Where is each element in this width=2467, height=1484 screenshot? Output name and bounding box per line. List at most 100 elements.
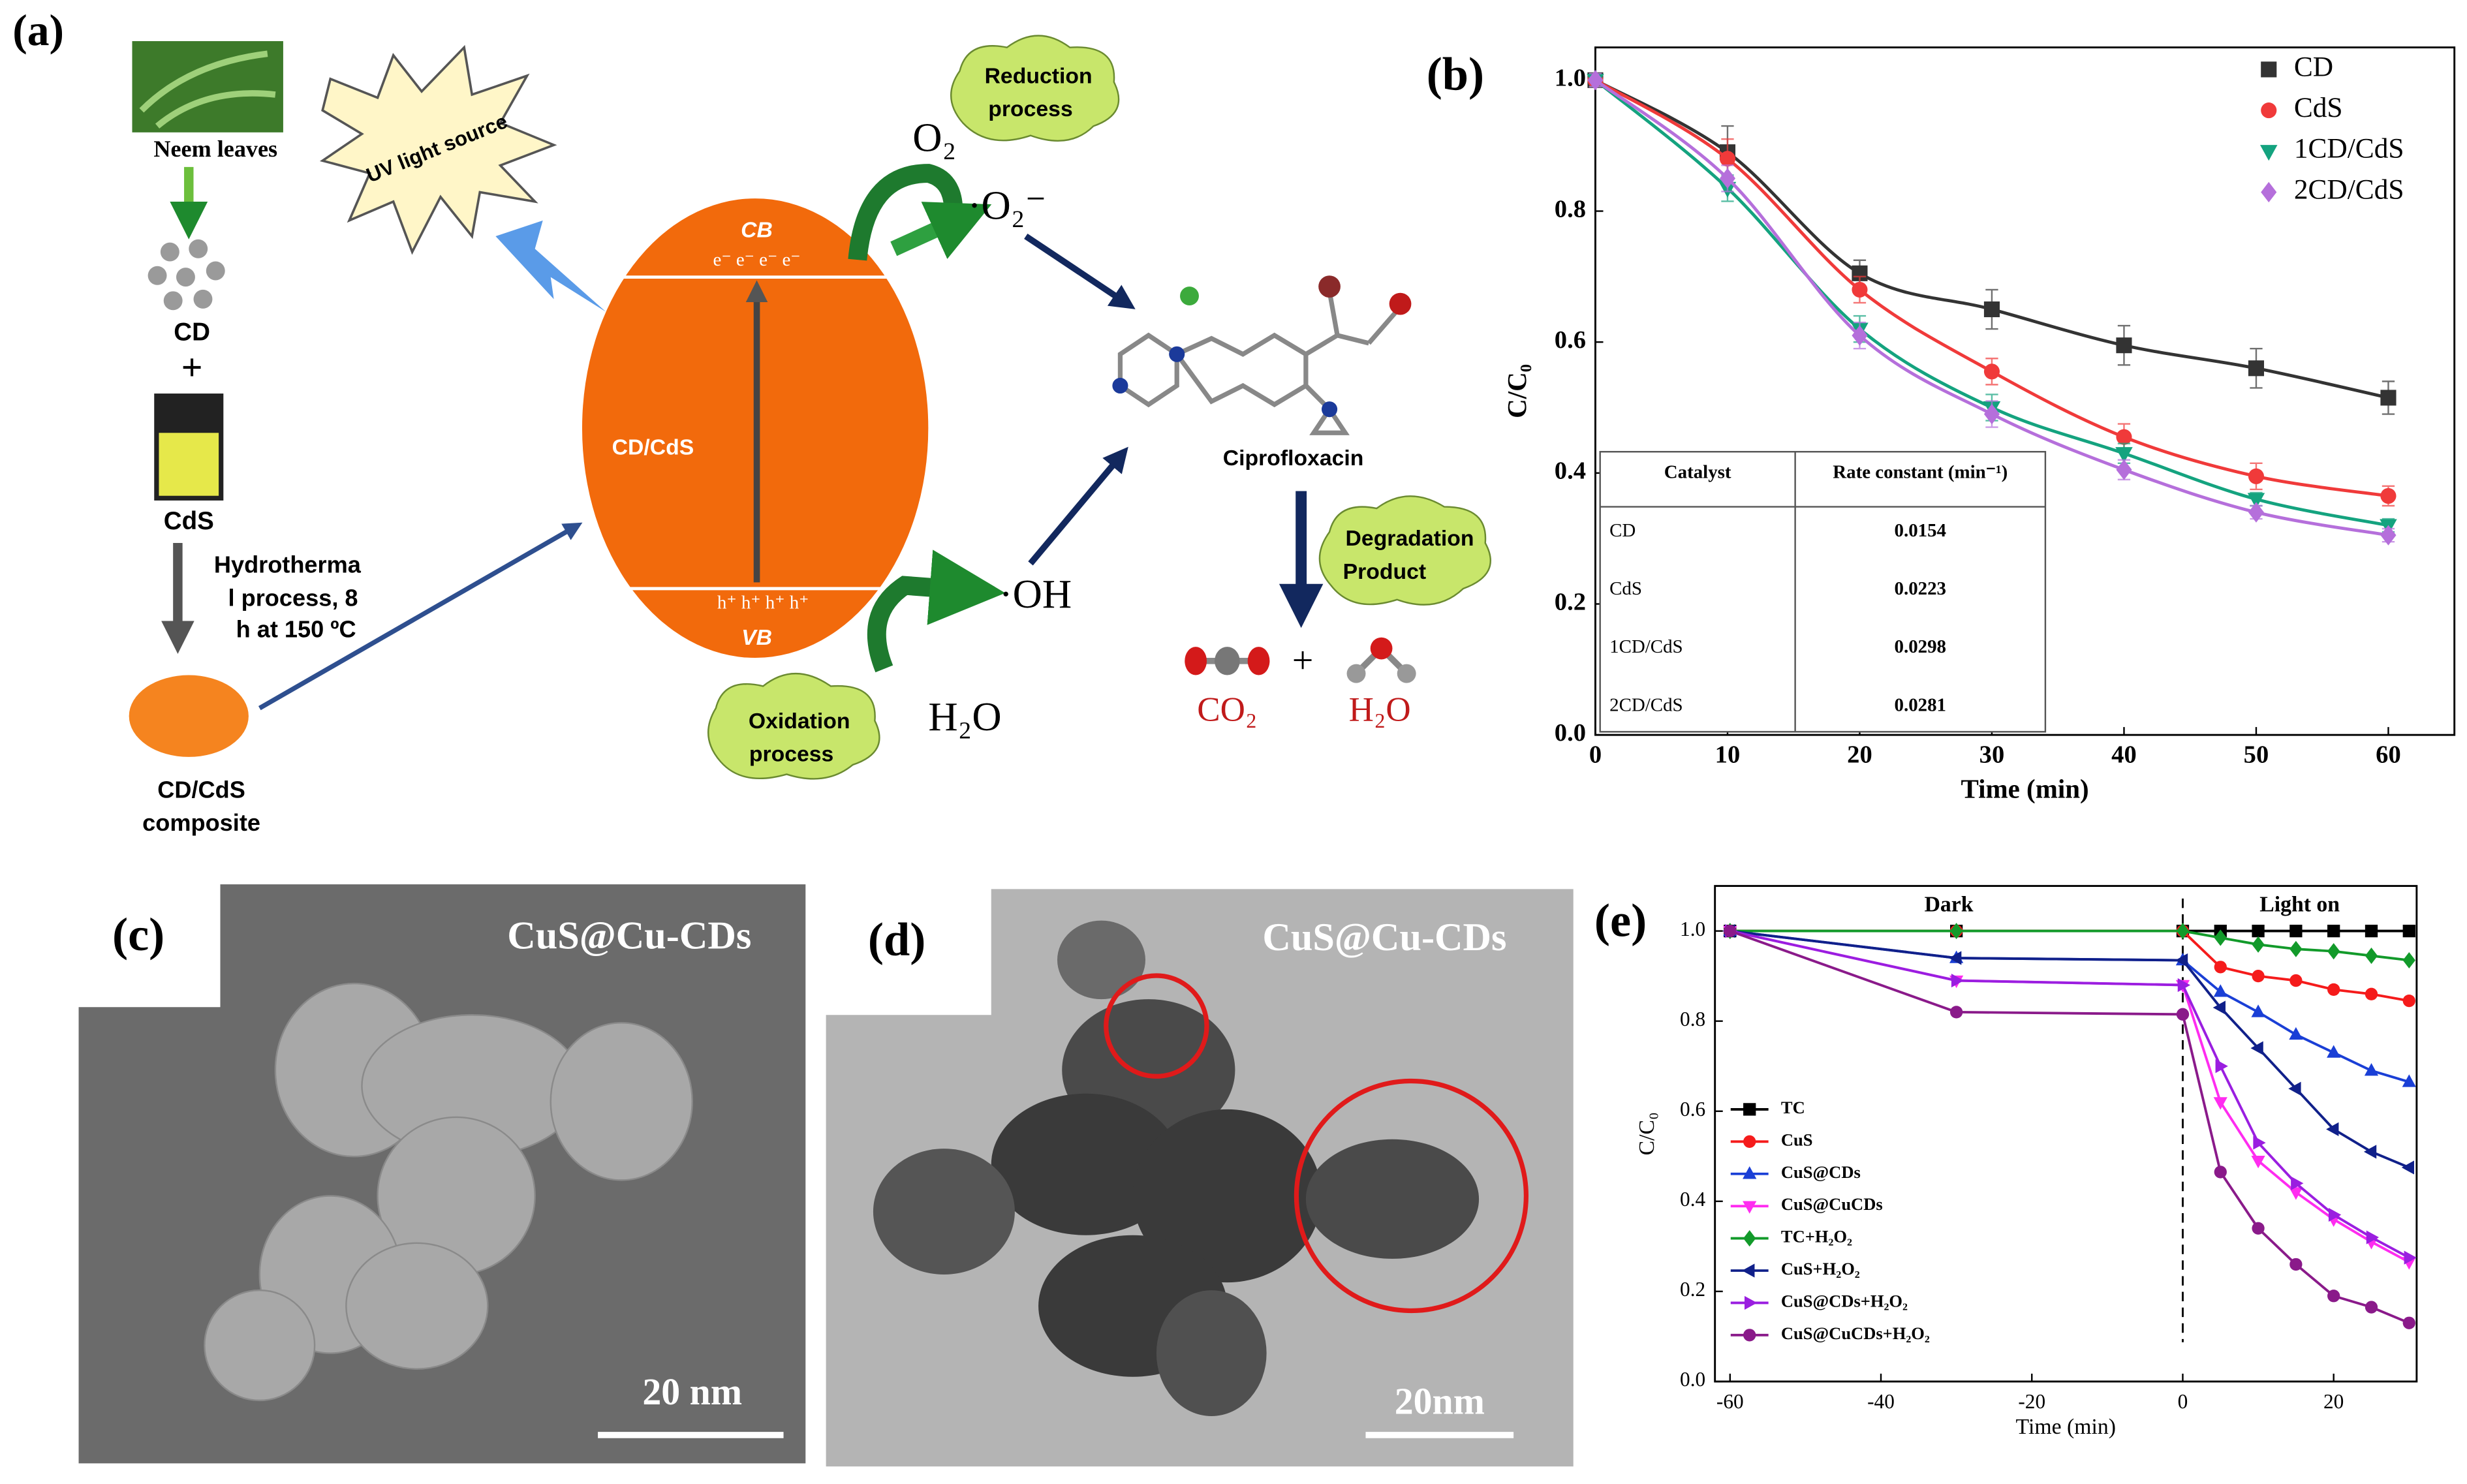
- marker: [2253, 1136, 2266, 1150]
- legend-label: 2CD/CdS: [2294, 174, 2404, 205]
- marker: [2213, 1097, 2227, 1110]
- marker: [2248, 468, 2265, 484]
- legend-label: TC: [1781, 1098, 1805, 1117]
- marker: [1724, 924, 1737, 938]
- legend-label: CuS@CuCDs+H₂O₂: [1781, 1323, 1930, 1343]
- marker: [2252, 924, 2265, 938]
- marker: [2380, 525, 2397, 546]
- marker: [2289, 1027, 2303, 1040]
- vb-label: VB: [741, 625, 772, 650]
- water: H₂O: [928, 694, 1001, 739]
- marker: [2402, 1074, 2416, 1087]
- legend-label: CuS@CDs: [1781, 1162, 1861, 1182]
- annotation: Dark: [1925, 893, 1974, 917]
- marker: [2328, 1207, 2342, 1222]
- legend-label: CuS@CuCDs: [1781, 1194, 1883, 1214]
- marker: [2380, 487, 2397, 504]
- marker: [2213, 984, 2227, 997]
- table-cell: 0.0281: [1895, 694, 1947, 715]
- composite-label: CD/CdS: [157, 776, 245, 803]
- marker: [2380, 390, 2397, 406]
- legend-label: CuS+H₂O₂: [1781, 1259, 1860, 1278]
- marker: [2366, 1230, 2380, 1244]
- panel-label: (b): [1427, 48, 1484, 100]
- scale-label: 20 nm: [642, 1370, 742, 1413]
- plus: +: [181, 347, 203, 389]
- marker: [2247, 493, 2265, 509]
- legend-marker: [1743, 1329, 1756, 1342]
- marker: [2177, 978, 2191, 993]
- legend-marker: [1743, 1230, 1756, 1247]
- x-tick-label: -20: [2018, 1390, 2045, 1413]
- series-line: [1594, 78, 2389, 399]
- table-cell: 2CD/CdS: [1609, 694, 1683, 715]
- legend-label: CuS@CDs+H₂O₂: [1781, 1291, 1908, 1310]
- table-cell: 0.0298: [1895, 636, 1947, 657]
- cloud-label: Oxidation: [749, 709, 850, 734]
- image-title: CuS@Cu-CDs: [507, 914, 751, 957]
- table-frame: [1599, 451, 2047, 733]
- legend-marker: [2261, 102, 2277, 119]
- arrow: [1024, 233, 1136, 309]
- green-arrow: [848, 164, 963, 261]
- marker: [2115, 447, 2133, 463]
- x-tick-label: -40: [1867, 1390, 1895, 1413]
- legend-marker: [1745, 1295, 1758, 1310]
- composite-label: composite: [142, 809, 260, 836]
- y-tick-label: 0.4: [1680, 1188, 1705, 1211]
- table-cell: 0.0154: [1895, 520, 1947, 541]
- y-axis-label: C/C₀: [1502, 364, 1532, 418]
- legend-marker: [2259, 145, 2278, 161]
- marker: [1983, 301, 2000, 318]
- cds-powder: [159, 433, 219, 496]
- green-arrow: [867, 549, 1006, 673]
- cloud-label: Reduction: [985, 63, 1093, 88]
- cb-label: CB: [741, 218, 773, 243]
- table-cell: 0.0223: [1895, 578, 1947, 599]
- marker: [2251, 1155, 2265, 1169]
- marker: [2289, 974, 2303, 987]
- molecule: [1117, 290, 1403, 435]
- marker: [2248, 360, 2265, 377]
- panel-label: (e): [1594, 894, 1647, 946]
- x-tick-label: 30: [1979, 741, 2005, 769]
- marker: [2326, 1122, 2339, 1136]
- plot-frame: [1594, 46, 2456, 736]
- marker: [2116, 459, 2132, 480]
- superoxide: ·O₂⁻: [968, 182, 1047, 228]
- uv-star: [319, 44, 557, 255]
- series-line: [1730, 929, 2410, 1002]
- plus: +: [1292, 639, 1314, 681]
- y-tick-label: 0.8: [1680, 1008, 1705, 1030]
- arrow: [1028, 446, 1128, 566]
- marker: [2291, 1176, 2304, 1190]
- marker: [2289, 1187, 2303, 1200]
- legend-marker: [1743, 1103, 1756, 1116]
- marker: [1587, 70, 1604, 91]
- marker: [2402, 924, 2415, 938]
- plot-frame: [1714, 885, 2418, 1383]
- marker: [2175, 953, 2188, 968]
- y-tick-label: 0.8: [1555, 195, 1586, 223]
- holes: h⁺ h⁺ h⁺ h⁺: [717, 593, 809, 613]
- y-tick-label: 0.6: [1555, 326, 1586, 354]
- image-title: CuS@Cu-CDs: [1262, 916, 1506, 959]
- table-cell: CdS: [1609, 578, 1642, 599]
- y-tick-label: 0.2: [1555, 588, 1586, 615]
- marker: [2214, 961, 2227, 974]
- hydro-line: h at 150 ºC: [236, 616, 356, 643]
- electrons: e⁻ e⁻ e⁻ e⁻: [713, 249, 801, 270]
- cloud-label: Product: [1343, 559, 1427, 584]
- marker: [1983, 403, 2000, 425]
- green-arrow: [890, 202, 992, 259]
- marker: [2248, 502, 2265, 523]
- neem-label: Neem leaves: [153, 136, 277, 162]
- marker: [2327, 1045, 2341, 1058]
- x-tick-label: 20: [1847, 741, 1872, 769]
- legend-label: CD: [2294, 51, 2333, 82]
- panel-a: (a) Neem leaves CD + CdS Hydrotherma l p…: [12, 6, 1491, 836]
- panel-label: (c): [112, 908, 164, 961]
- scale-label: 20nm: [1395, 1380, 1485, 1422]
- legend-marker: [2261, 61, 2277, 78]
